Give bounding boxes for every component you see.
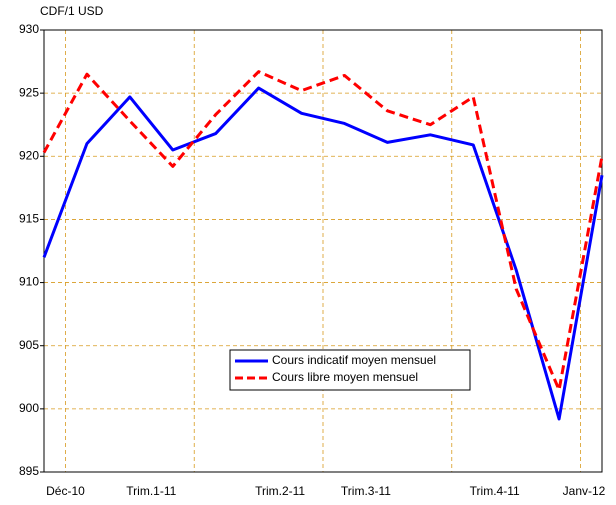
y-tick-label: 895 (19, 464, 39, 478)
y-tick-label: 930 (19, 22, 39, 36)
y-axis-label: CDF/1 USD (40, 4, 104, 18)
series-line (42, 70, 604, 392)
y-tick-label: 900 (19, 401, 39, 415)
legend-label: Cours libre moyen mensuel (272, 370, 418, 384)
series-line (42, 86, 604, 421)
legend-box (229, 349, 471, 391)
y-tick-label: 925 (19, 85, 39, 99)
x-tick-label: Trim.2-11 (255, 484, 305, 498)
x-tick-label: Trim.1-11 (126, 484, 176, 498)
x-tick-label: Janv-12 (563, 484, 606, 498)
plot-frame (43, 29, 603, 473)
x-tick-label: Trim.3-11 (341, 484, 391, 498)
y-tick-label: 920 (19, 148, 39, 162)
y-tick-label: 915 (19, 212, 39, 226)
x-tick-label: Trim.4-11 (470, 484, 520, 498)
legend-label: Cours indicatif moyen mensuel (272, 353, 436, 367)
y-tick-label: 905 (19, 338, 39, 352)
y-tick-label: 910 (19, 275, 39, 289)
x-tick-label: Déc-10 (46, 484, 85, 498)
